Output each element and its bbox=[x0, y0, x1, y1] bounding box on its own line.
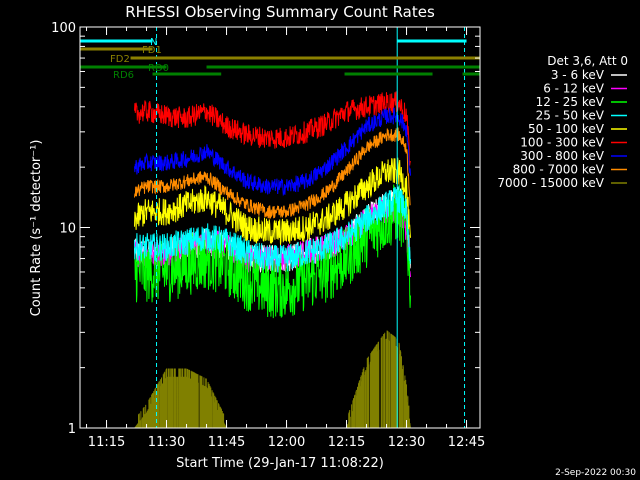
flag-label-rd6: RD6 bbox=[113, 70, 134, 81]
y-tick-label-1: 10 bbox=[59, 222, 76, 237]
legend-label-0: 3 - 6 keV bbox=[551, 68, 605, 82]
legend-label-8: 7000 - 15000 keV bbox=[497, 176, 604, 190]
flag-label-rd0: RD0 bbox=[148, 63, 169, 74]
legend-label-3: 25 - 50 keV bbox=[536, 109, 605, 123]
x-axis-label: Start Time (29-Jan-17 11:08:22) bbox=[176, 456, 384, 471]
x-tick-label-5: 12:30 bbox=[388, 435, 425, 450]
series-800-7000-kev bbox=[134, 127, 411, 220]
legend-label-6: 300 - 800 keV bbox=[520, 149, 604, 163]
flag-label-fd2: FD2 bbox=[110, 54, 130, 65]
x-tick-label-2: 11:45 bbox=[208, 435, 245, 450]
y-tick-label-0: 1 bbox=[68, 422, 76, 437]
y-tick-label-2: 100 bbox=[51, 21, 76, 36]
axes: 11:15 11:30 11:45 12:00 12:15 12:30 12:45 1 10 10… bbox=[51, 21, 485, 450]
legend-label-5: 100 - 300 keV bbox=[520, 136, 604, 150]
flag-label-fd1: FD1 bbox=[142, 45, 162, 56]
series-50-100-kev bbox=[134, 157, 411, 245]
y-axis-label: Count Rate (s⁻¹ detector⁻¹) bbox=[29, 140, 44, 317]
legend-label-4: 50 - 100 keV bbox=[528, 122, 605, 136]
series-100-300-kev bbox=[134, 91, 411, 166]
x-tick-label-4: 12:15 bbox=[328, 435, 365, 450]
x-tick-label-6: 12:45 bbox=[448, 435, 485, 450]
legend-label-2: 12 - 25 keV bbox=[536, 95, 605, 109]
flag-label-n: N bbox=[150, 37, 157, 48]
legend-title: Det 3,6, Att 0 bbox=[547, 54, 628, 68]
series-25-50-kev bbox=[134, 185, 411, 273]
x-tick-label-1: 11:30 bbox=[148, 435, 185, 450]
series-7000-15000-kev bbox=[134, 330, 411, 428]
legend-label-7: 800 - 7000 keV bbox=[513, 163, 605, 177]
x-tick-label-3: 12:00 bbox=[268, 435, 305, 450]
legend-label-1: 6 - 12 keV bbox=[543, 82, 605, 96]
chart-title: RHESSI Observing Summary Count Rates bbox=[125, 3, 435, 21]
series-300-800-kev bbox=[134, 107, 411, 197]
timestamp: 2-Sep-2022 00:30 bbox=[555, 468, 636, 478]
x-tick-label-0: 11:15 bbox=[88, 435, 125, 450]
